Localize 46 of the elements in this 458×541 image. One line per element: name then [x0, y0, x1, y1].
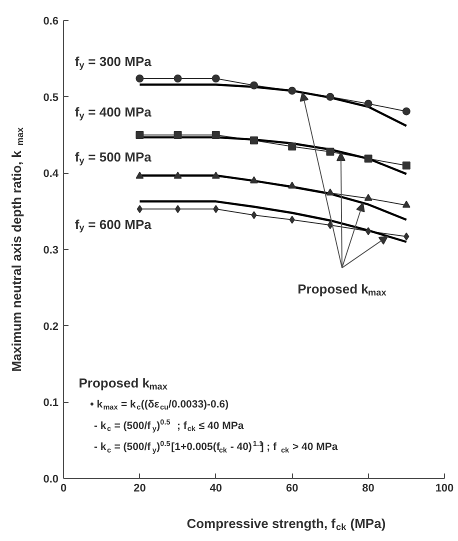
- y-axis-title: Maximum neutral axis depth ratio, kmax: [9, 127, 25, 372]
- point: [212, 172, 220, 179]
- point: [365, 227, 372, 236]
- point: [364, 194, 372, 201]
- x-tick-label: 100: [435, 482, 454, 494]
- point: [136, 74, 144, 83]
- y-tick-label: 0.1: [43, 397, 59, 410]
- x-tick-label: 20: [134, 482, 146, 494]
- point: [326, 188, 334, 196]
- point: [288, 86, 296, 95]
- point: [326, 148, 334, 156]
- point: [174, 205, 181, 214]
- point: [213, 205, 219, 214]
- point: [174, 74, 182, 83]
- x-tick-label: 60: [286, 482, 298, 494]
- x-tick-label: 0: [60, 482, 67, 494]
- point: [174, 131, 182, 139]
- point: [402, 162, 410, 170]
- y-tick-label: 0.5: [43, 92, 59, 104]
- point: [136, 205, 143, 214]
- point: [404, 232, 410, 241]
- point: [364, 154, 372, 163]
- point: [136, 131, 144, 139]
- point: [212, 131, 220, 139]
- point: [364, 100, 372, 108]
- point: [288, 182, 296, 189]
- point: [251, 211, 257, 220]
- y-tick-label: 0.2: [43, 320, 59, 333]
- point: [402, 107, 410, 116]
- point: [326, 92, 334, 101]
- y-tick-label: 0.6: [43, 16, 59, 28]
- point: [250, 176, 258, 184]
- point: [402, 200, 410, 208]
- point: [212, 74, 220, 83]
- y-tick-label: 0.3: [43, 244, 59, 256]
- point: [174, 172, 182, 179]
- point: [250, 136, 258, 144]
- point: [327, 221, 334, 230]
- x-tick-label: 80: [362, 482, 374, 494]
- x-tick-label: 40: [210, 482, 222, 494]
- point: [136, 172, 144, 179]
- y-tick-label: 0.0: [43, 474, 59, 486]
- point: [289, 216, 295, 224]
- y-tick-label: 0.4: [43, 168, 60, 180]
- point: [288, 142, 296, 150]
- point: [250, 81, 258, 90]
